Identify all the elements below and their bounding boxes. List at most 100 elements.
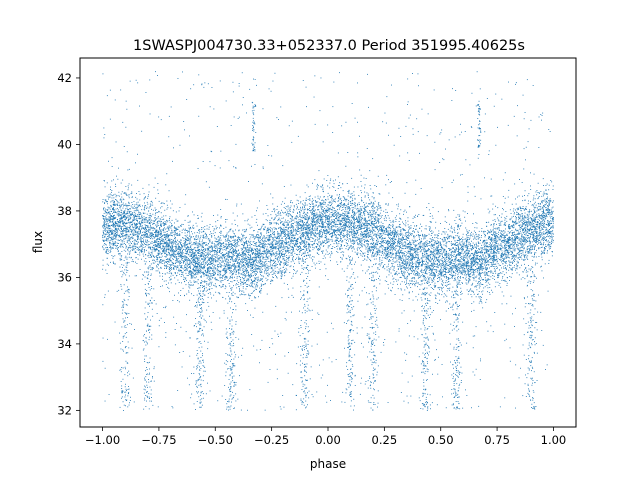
data-point	[441, 289, 443, 291]
data-point	[537, 241, 539, 242]
data-point	[109, 242, 110, 243]
data-point	[387, 253, 389, 255]
data-point	[269, 223, 271, 225]
data-point	[521, 264, 522, 266]
data-point	[179, 250, 181, 251]
data-point	[302, 206, 303, 208]
data-point	[533, 223, 535, 225]
data-point	[220, 261, 222, 263]
data-point	[167, 246, 169, 248]
data-point	[408, 298, 410, 300]
data-point	[278, 228, 280, 229]
data-point	[371, 202, 372, 204]
data-point	[179, 253, 181, 254]
data-point	[204, 269, 206, 271]
data-point	[238, 254, 239, 256]
data-point	[263, 242, 264, 244]
data-point	[117, 224, 119, 226]
data-point	[226, 232, 228, 234]
data-point	[340, 229, 341, 231]
data-point	[534, 217, 536, 219]
data-point	[137, 235, 139, 237]
data-point	[339, 247, 341, 249]
data-point	[495, 235, 497, 237]
data-point	[290, 240, 292, 242]
data-point	[456, 241, 458, 243]
data-point	[180, 256, 181, 258]
data-point	[113, 194, 115, 196]
data-point	[397, 246, 399, 247]
data-point	[255, 285, 257, 287]
data-point	[217, 260, 219, 262]
data-point	[543, 214, 545, 216]
data-point	[451, 270, 453, 272]
data-point	[159, 242, 161, 244]
data-point	[534, 211, 536, 213]
data-point	[202, 264, 203, 265]
data-point	[491, 224, 492, 226]
data-point	[306, 250, 308, 251]
data-point	[458, 269, 460, 271]
data-point	[257, 262, 259, 264]
data-point	[198, 246, 200, 248]
data-point	[163, 250, 165, 251]
data-point	[160, 241, 162, 242]
data-point	[191, 262, 192, 264]
data-point	[284, 271, 286, 273]
data-point	[467, 250, 469, 252]
data-point	[424, 234, 426, 236]
data-point	[434, 237, 436, 239]
data-point	[278, 256, 279, 258]
data-point	[314, 224, 316, 226]
data-point	[194, 258, 196, 260]
data-point	[262, 213, 264, 215]
data-point	[425, 303, 426, 305]
data-point	[335, 201, 336, 203]
data-point	[493, 223, 495, 225]
data-point	[256, 269, 258, 271]
data-point	[531, 219, 533, 221]
data-point	[117, 205, 118, 206]
data-point	[288, 232, 290, 234]
data-point	[412, 241, 414, 243]
data-point	[289, 266, 291, 268]
data-point	[232, 260, 234, 262]
data-point	[298, 236, 300, 238]
data-point	[259, 240, 261, 242]
data-point	[243, 231, 245, 233]
data-point	[175, 229, 177, 231]
data-point	[360, 217, 362, 218]
data-point	[399, 233, 401, 235]
data-point	[491, 244, 493, 245]
data-point	[486, 274, 488, 276]
data-point	[406, 236, 408, 238]
data-point	[420, 284, 422, 286]
data-point	[464, 278, 466, 280]
data-point	[208, 268, 210, 270]
data-point	[336, 216, 338, 218]
data-point	[537, 182, 539, 184]
data-point	[267, 275, 269, 276]
data-point	[301, 255, 302, 256]
data-point	[412, 217, 414, 219]
data-point	[104, 243, 105, 244]
data-point	[393, 230, 395, 232]
data-point	[422, 275, 424, 277]
data-point	[487, 251, 489, 252]
data-point	[421, 238, 422, 240]
data-point	[262, 236, 264, 238]
data-point	[176, 254, 178, 255]
data-point	[168, 259, 170, 261]
data-point	[337, 209, 338, 211]
data-point	[416, 247, 418, 249]
data-point	[431, 258, 433, 260]
data-point	[237, 240, 238, 242]
data-point	[371, 213, 373, 215]
data-point	[416, 244, 418, 246]
data-point	[312, 260, 313, 262]
data-point	[211, 288, 213, 289]
data-point	[498, 220, 500, 222]
data-point	[145, 232, 146, 233]
data-point	[223, 256, 225, 258]
data-point	[493, 228, 495, 229]
